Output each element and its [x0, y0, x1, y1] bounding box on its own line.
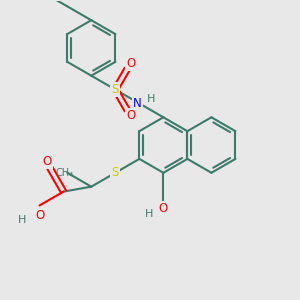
Text: H: H: [147, 94, 155, 104]
Text: O: O: [35, 209, 44, 222]
Text: O: O: [127, 57, 136, 70]
Text: CH₃: CH₃: [55, 168, 74, 178]
Text: H: H: [145, 209, 154, 219]
Text: S: S: [112, 83, 119, 96]
Text: O: O: [127, 110, 136, 122]
Text: O: O: [159, 202, 168, 215]
Text: O: O: [42, 155, 51, 168]
Text: S: S: [112, 166, 119, 179]
Text: N: N: [133, 97, 142, 110]
Text: H: H: [17, 215, 26, 225]
